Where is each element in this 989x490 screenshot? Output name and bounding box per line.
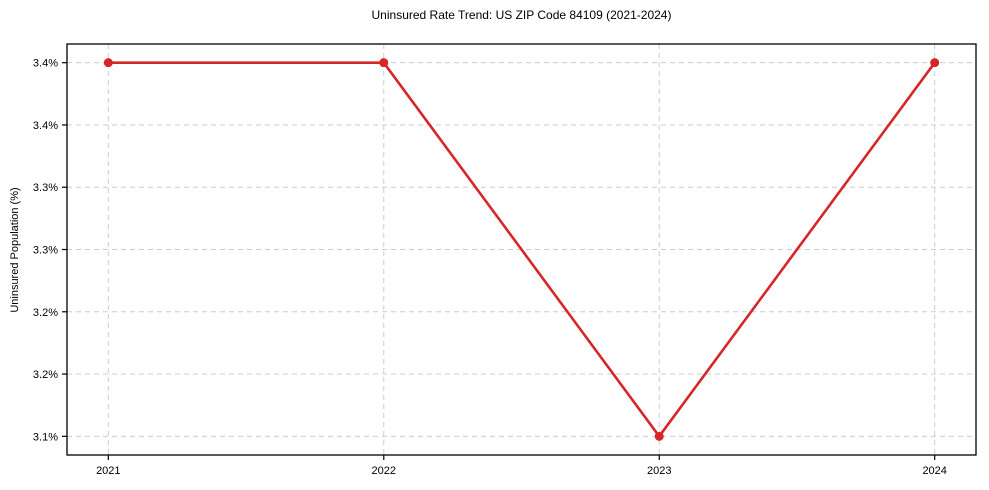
y-tick-label: 3.2% (33, 307, 58, 319)
y-tick-label: 3.1% (33, 431, 58, 443)
data-point-marker (103, 58, 113, 68)
trend-line (107, 61, 936, 438)
data-point-marker (654, 431, 664, 441)
y-tick-label: 3.3% (33, 182, 58, 194)
x-tick-label: 2024 (922, 465, 946, 477)
y-tick-label: 3.4% (33, 58, 58, 70)
x-tick-label: 2021 (96, 465, 120, 477)
y-tick-label: 3.4% (33, 120, 58, 132)
chart-title: Uninsured Rate Trend: US ZIP Code 84109 … (371, 8, 672, 22)
x-tick-label: 2023 (647, 465, 671, 477)
data-point-marker (930, 58, 940, 68)
x-tick-label: 2022 (372, 465, 396, 477)
y-tick-label: 3.2% (33, 369, 58, 381)
y-tick-label: 3.3% (33, 245, 58, 257)
data-point-marker (379, 58, 389, 68)
